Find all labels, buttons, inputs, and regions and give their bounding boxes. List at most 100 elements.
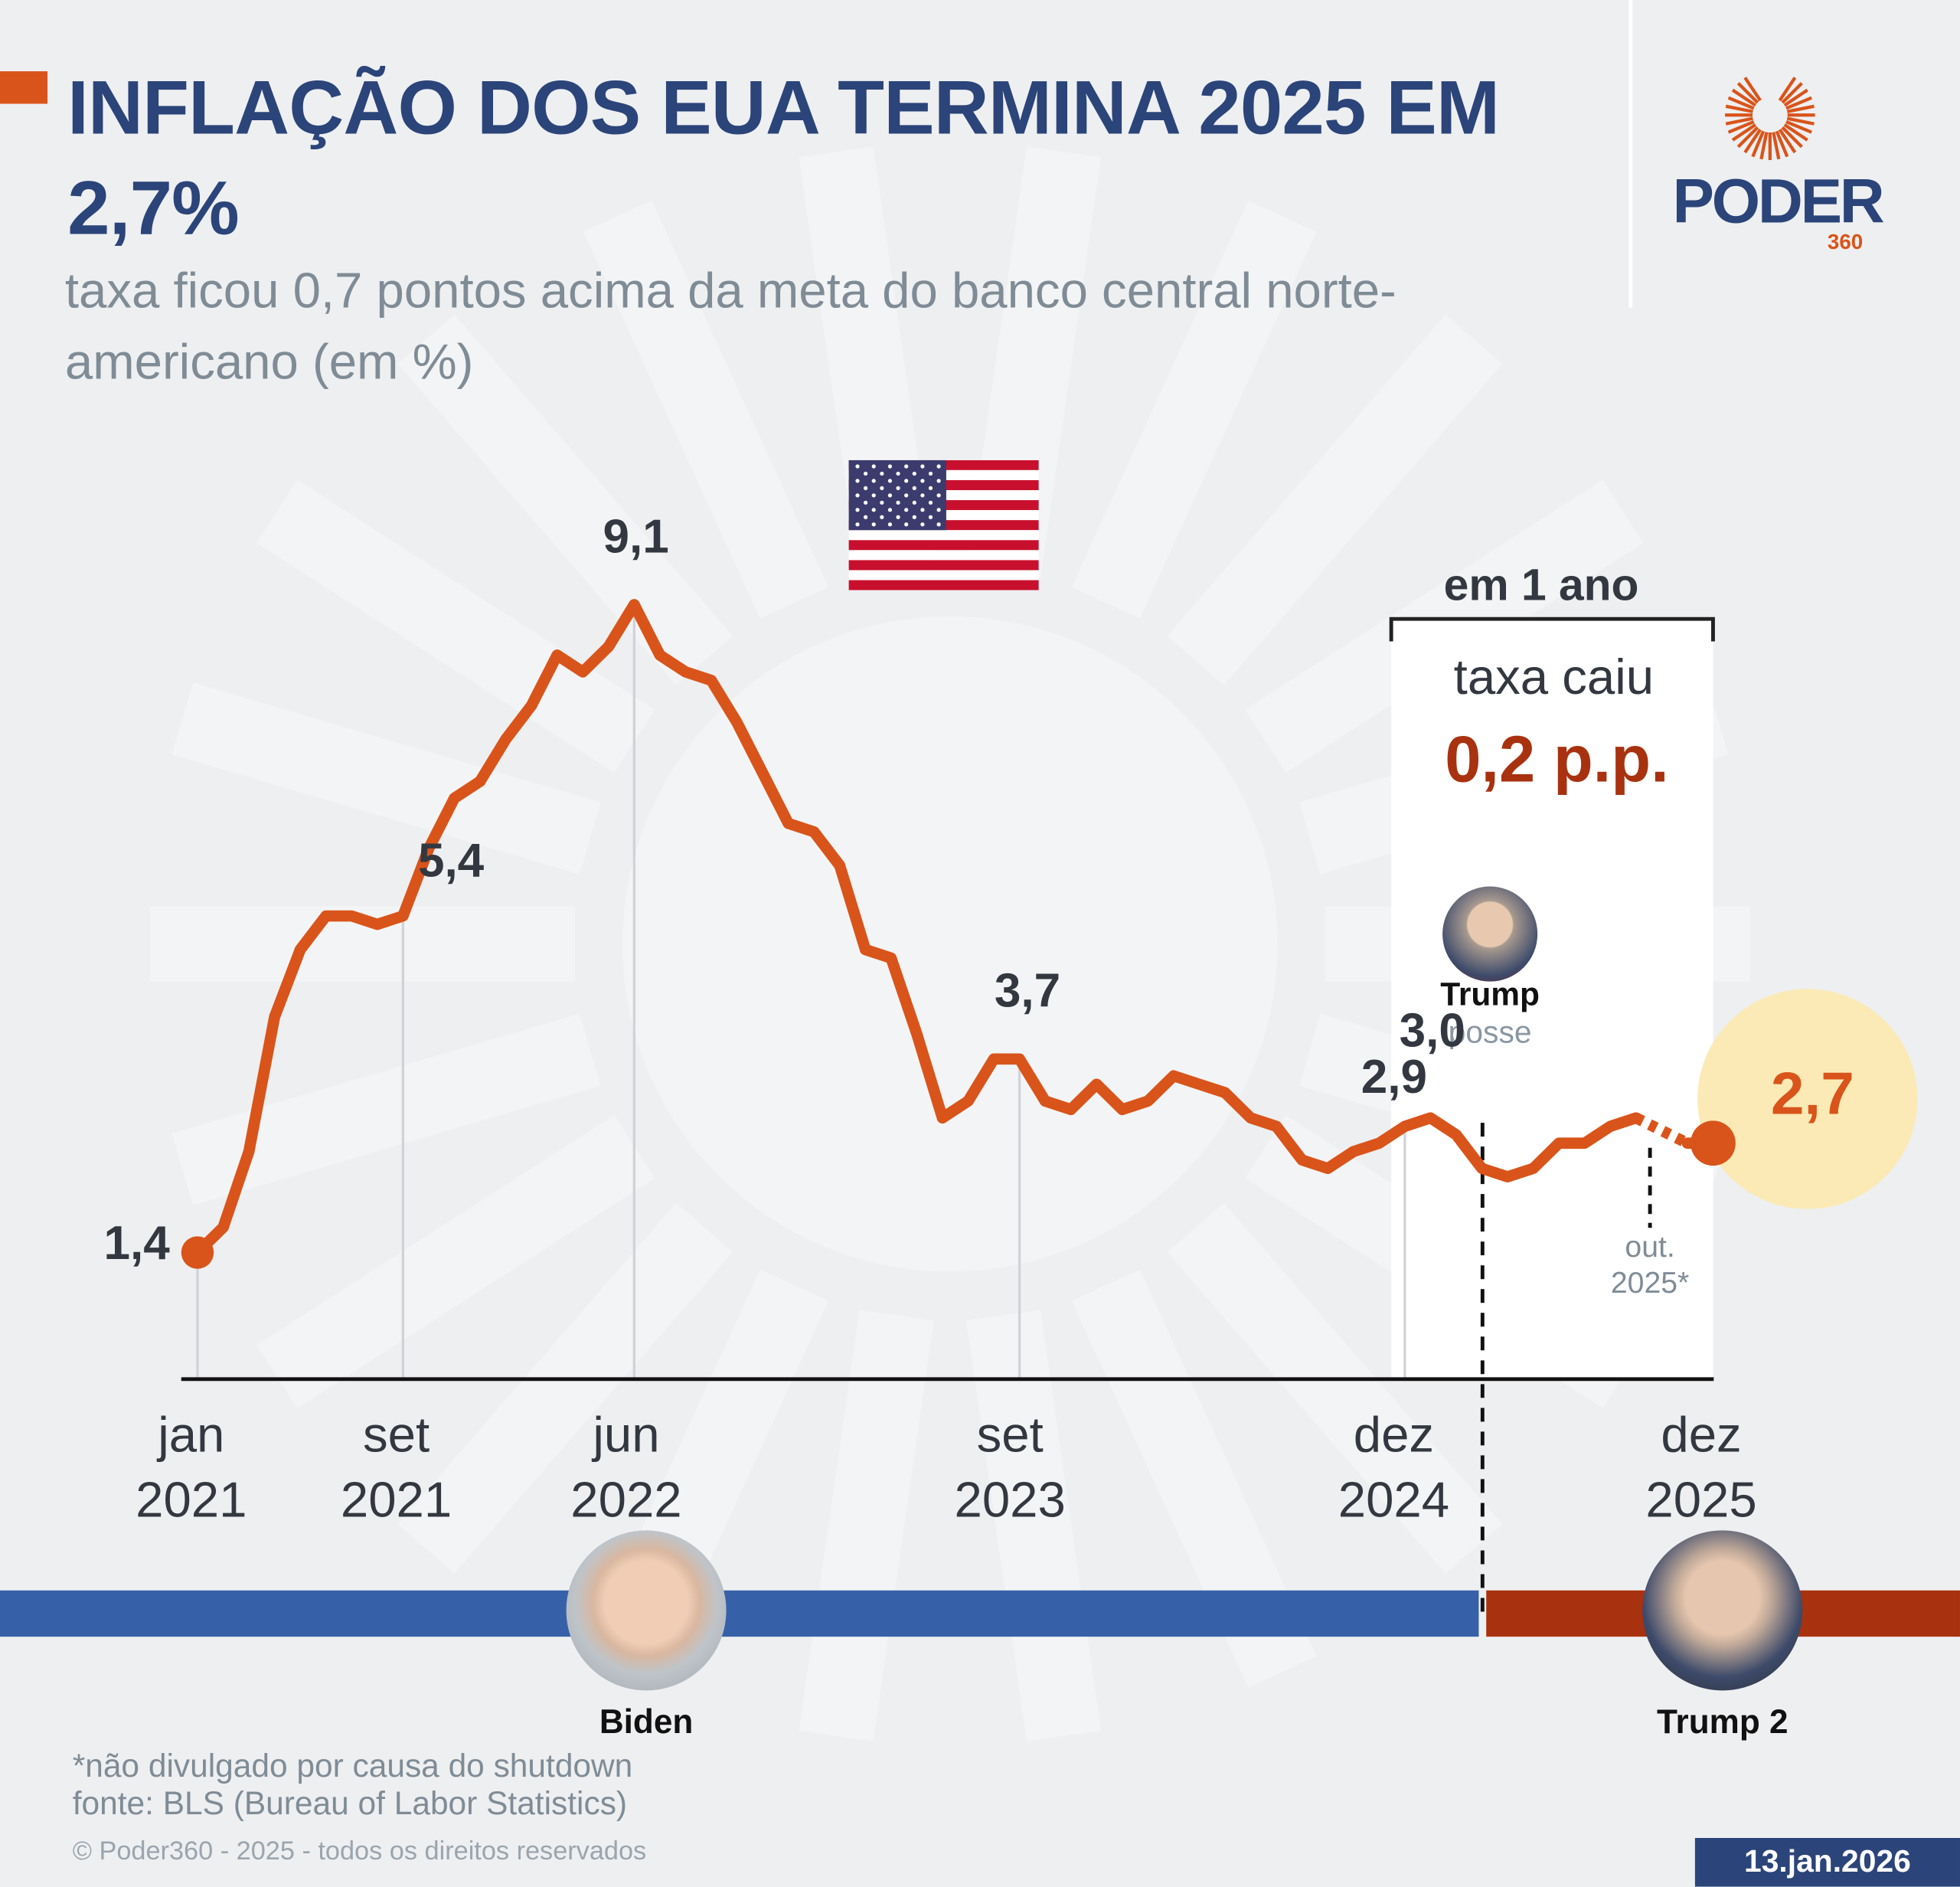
data-label: 1,4 — [103, 1217, 170, 1271]
flag-star — [887, 464, 893, 469]
flag-star — [904, 522, 909, 527]
flag-stripe — [848, 540, 1039, 551]
flag-star — [855, 479, 860, 483]
flag-star — [912, 515, 916, 519]
missing-note-label: out. 2025* — [1610, 1230, 1690, 1300]
date-badge: 13.jan.2026 — [1694, 1837, 1960, 1887]
flag-star — [912, 500, 916, 505]
data-label: 9,1 — [603, 511, 669, 564]
flag-star — [863, 486, 868, 490]
tick-year: 2023 — [954, 1473, 1066, 1529]
flag-star — [928, 486, 933, 490]
event-label: posse — [1448, 1015, 1532, 1051]
flag-star — [936, 464, 941, 469]
flag-star — [896, 486, 900, 490]
flag-star — [863, 500, 868, 505]
background-ray — [583, 200, 828, 619]
flag-stripe — [848, 570, 1039, 580]
data-label: 5,4 — [417, 834, 485, 888]
data-label: 3,7 — [994, 965, 1061, 1018]
x-tick-label: set 2021 — [296, 1403, 496, 1533]
flag-star — [880, 471, 884, 476]
tick-year: 2024 — [1338, 1473, 1450, 1529]
background-ray — [172, 682, 601, 875]
x-tick-label: dez 2025 — [1601, 1403, 1801, 1533]
tick-month: set — [362, 1408, 430, 1463]
flag-star — [880, 486, 884, 490]
highlight-period: em 1 ano — [1443, 558, 1639, 610]
flag-star — [928, 515, 933, 519]
x-tick-label: set 2023 — [910, 1403, 1110, 1533]
sun-ray — [1725, 104, 1753, 113]
sun-ray — [1731, 123, 1757, 142]
start-point — [181, 1236, 214, 1269]
trump2-photo — [1642, 1530, 1803, 1691]
flag-star — [863, 515, 868, 519]
sun-ray — [1775, 130, 1789, 158]
flag-star — [871, 493, 876, 498]
sun-ray — [1783, 123, 1808, 142]
background-ray — [256, 1115, 655, 1408]
x-tick-label: jun 2022 — [526, 1403, 726, 1533]
sun-ray — [1781, 126, 1803, 149]
flag-stripe — [848, 530, 1039, 541]
data-label: 2,9 — [1361, 1051, 1427, 1104]
flag-stripe — [848, 580, 1039, 590]
highlight-box — [1391, 619, 1713, 1379]
sun-ray — [1727, 96, 1755, 110]
flag-star — [912, 471, 916, 476]
series-line — [191, 599, 1642, 1258]
flag-star — [936, 508, 941, 512]
background-ray — [1167, 314, 1503, 685]
flag-star — [920, 493, 925, 498]
flag-star — [887, 479, 893, 483]
flag-star — [871, 479, 876, 483]
sunburst-icon — [1725, 77, 1815, 160]
flag-star — [887, 493, 893, 498]
us-flag-icon — [848, 459, 1039, 590]
subtitle: taxa ficou 0,7 pontos acima da meta do b… — [64, 263, 1396, 391]
tick-month: dez — [1353, 1408, 1435, 1463]
flag-stripe — [848, 560, 1039, 571]
divider — [1628, 0, 1633, 308]
flag-star — [904, 493, 909, 498]
flag-star — [887, 522, 893, 527]
tick-month: jun — [593, 1408, 660, 1463]
copyright: © Poder360 - 2025 - todos os direitos re… — [72, 1836, 647, 1866]
sun-ray — [1727, 119, 1755, 134]
sun-ray — [1786, 104, 1815, 113]
background-ray — [397, 314, 733, 685]
page-title: INFLAÇÃO DOS EUA TERMINA 2025 EM 2,7% — [67, 64, 1500, 250]
highlight-text: taxa caiu — [1453, 649, 1655, 705]
sun-ray — [1736, 126, 1759, 149]
biden-photo — [566, 1530, 727, 1691]
event-name: Trump — [1440, 975, 1540, 1013]
background-ray — [256, 479, 655, 773]
sun-ray — [1725, 116, 1753, 126]
background-ray — [799, 1310, 934, 1741]
flag-star — [880, 515, 884, 519]
logo-name: PODER — [1672, 166, 1884, 237]
tick-month: jan — [158, 1408, 225, 1463]
flag-star — [928, 471, 933, 476]
data-label: 2,7 — [1770, 1061, 1854, 1128]
tick-year: 2021 — [136, 1473, 247, 1529]
flag-star — [936, 493, 941, 498]
sun-ray — [1783, 88, 1808, 107]
sun-ray — [1778, 129, 1797, 154]
flag-star — [896, 500, 900, 505]
sun-ray — [1743, 77, 1762, 102]
tick-month: dez — [1661, 1408, 1742, 1463]
series-gap-dashed — [1633, 1113, 1690, 1149]
sun-ray — [1781, 82, 1803, 104]
x-tick-label: dez 2024 — [1294, 1403, 1494, 1533]
flag-star — [880, 500, 884, 505]
footnote-note: *não divulgado por causa do shutdown — [72, 1746, 633, 1784]
trump-photo — [1442, 886, 1538, 982]
tick-year: 2021 — [340, 1473, 452, 1529]
tick-year: 2025 — [1645, 1473, 1757, 1529]
flag-star — [920, 508, 925, 512]
flag-star — [896, 515, 900, 519]
background-ray — [1167, 1202, 1503, 1574]
